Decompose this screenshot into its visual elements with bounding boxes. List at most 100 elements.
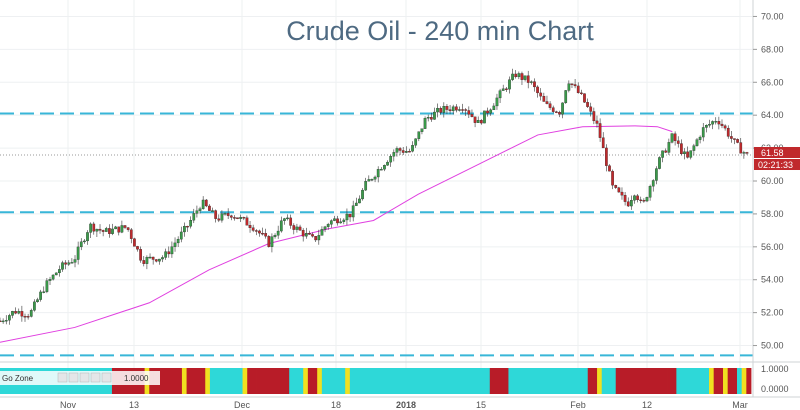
candle-body [545, 101, 549, 104]
indicator-bar [494, 368, 500, 394]
candle-body [120, 225, 124, 233]
indicator-bar [713, 368, 719, 394]
moving-average [0, 125, 673, 343]
candle-body [683, 151, 686, 155]
indicator-bar [573, 368, 579, 394]
candle-body [508, 79, 511, 90]
indicator-bar [671, 368, 677, 394]
candle-body [364, 181, 368, 191]
candle-body [139, 249, 142, 261]
indicator-bar [657, 368, 663, 394]
indicator-bar [265, 368, 271, 394]
candle-body [101, 230, 105, 232]
time-tick-label: 2018 [396, 400, 416, 410]
candle-body [504, 88, 508, 90]
candle-body [611, 170, 614, 186]
candle-body [448, 109, 452, 112]
time-tick-label: 18 [331, 400, 341, 410]
candle-body [4, 320, 8, 322]
candle-body [392, 152, 396, 157]
indicator-bar [503, 368, 509, 394]
candle-body [376, 169, 380, 178]
candle-body [148, 256, 152, 259]
candle-body [395, 148, 399, 153]
time-tick-label: Mar [732, 400, 748, 410]
candle-body [170, 246, 174, 255]
candle-body [680, 143, 683, 155]
candle-body [267, 236, 271, 247]
horizontal-level-lines [0, 112, 753, 357]
candle-body [389, 156, 393, 163]
grid-lines [0, 0, 753, 392]
indicator-bar [704, 368, 710, 394]
candle-body [517, 73, 521, 78]
indicator-bar [167, 368, 173, 394]
candle-body [745, 152, 749, 154]
indicator-bar [205, 368, 211, 394]
price-axis[interactable]: 70.0068.0066.0064.0062.0060.0058.0056.00… [0, 0, 800, 398]
candle-body [589, 106, 593, 112]
time-tick-label: 12 [642, 400, 652, 410]
price-tick-label: 60.00 [761, 176, 784, 186]
candle-body [411, 145, 414, 152]
candle-body [439, 108, 443, 113]
indicator-bar [410, 368, 416, 394]
indicator-bar [200, 368, 206, 394]
candle-body [645, 197, 649, 202]
candle-body [129, 229, 133, 239]
indicator-bar [732, 368, 738, 394]
candle-body [176, 238, 180, 244]
candle-body [479, 120, 483, 124]
time-tick-label: 15 [476, 400, 486, 410]
candle-body [161, 257, 164, 260]
candle-body [186, 225, 189, 228]
indicator-bar [312, 368, 318, 394]
candle-body [270, 236, 274, 247]
candle-body [123, 225, 127, 228]
candle-body [220, 213, 224, 221]
candle-body [192, 213, 196, 221]
candle-body [183, 225, 186, 233]
indicator-bar [433, 368, 439, 394]
candle-body [698, 136, 702, 140]
indicator-bar [727, 368, 733, 394]
candle-body [595, 120, 599, 124]
candle-body [536, 86, 539, 94]
candle-body [558, 112, 561, 115]
indicator-bar [331, 368, 337, 394]
candle-body [1, 320, 5, 323]
time-axis[interactable]: Nov 13 Dec 18 2018 15 Feb 12 Mar [60, 400, 748, 410]
indicator-bar [569, 368, 575, 394]
indicator-bar [615, 368, 621, 394]
candle-body [608, 165, 611, 172]
candle-body [339, 221, 343, 224]
candle-body [711, 121, 714, 125]
indicator-bar [237, 368, 243, 394]
candle-body [108, 228, 111, 234]
candle-body [664, 150, 668, 153]
candle-body [598, 123, 602, 138]
candle-body [708, 124, 711, 126]
indicator-bar [349, 368, 355, 394]
indicator-bar [653, 368, 659, 394]
price-tick-label: 50.00 [761, 341, 784, 351]
candle-body [29, 310, 33, 317]
indicator-bar [461, 368, 467, 394]
candle-body [304, 233, 308, 237]
candle-body [214, 210, 218, 219]
indicator-bar [186, 368, 192, 394]
candle-body [348, 213, 352, 218]
candle-body [33, 301, 36, 311]
price-tick-label: 54.00 [761, 275, 784, 285]
indicator-bar [522, 368, 528, 394]
candle-body [467, 110, 471, 115]
indicator-bar [685, 368, 691, 394]
indicator-bar [317, 368, 323, 394]
candle-body [223, 213, 227, 215]
moving-average-line [0, 125, 673, 343]
candle-body [417, 131, 421, 139]
candle-body [429, 117, 433, 120]
candle-body [195, 210, 199, 214]
indicator-bar [601, 368, 607, 394]
candle-body [548, 103, 552, 108]
